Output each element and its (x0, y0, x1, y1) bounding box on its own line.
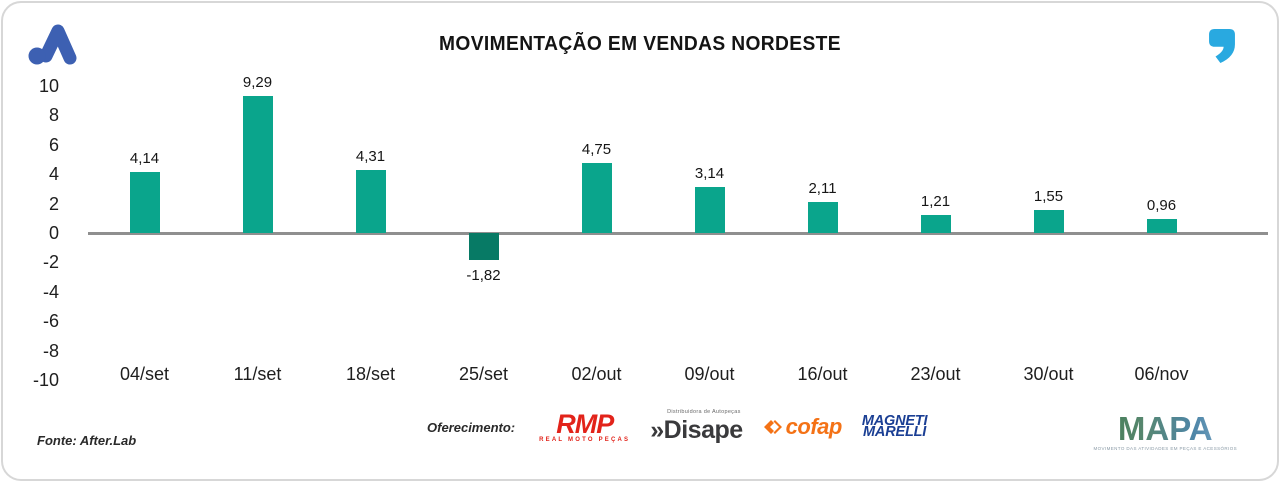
y-tick-label: 10 (38, 76, 59, 96)
bar (468, 233, 499, 260)
x-tick-label: 23/out (910, 364, 961, 384)
x-tick-label: 06/nov (1134, 364, 1189, 384)
bar (1033, 210, 1064, 233)
x-labels-row: 04/set 11/set 18/set 25/set 02/out 09/out 16/o… (88, 361, 1218, 387)
x-tick-label: 18/set (345, 364, 396, 384)
bar-value-label: 4,31 (355, 147, 386, 165)
bar-column: 4,75 (540, 86, 653, 380)
oferecimento-label: Oferecimento: (427, 419, 516, 435)
bar (581, 163, 612, 233)
bar (355, 169, 386, 233)
disape-logo: Distribuidora de Autopeças »Disape (650, 409, 743, 445)
bar-value-label: 1,21 (920, 193, 951, 211)
rmp-logo: RMP REAL MOTO PEÇAS (539, 409, 631, 444)
bar-value-label: 9,29 (242, 74, 273, 92)
bar-column: 1,21 (879, 86, 992, 380)
x-tick-label: 11/set (233, 364, 282, 384)
bars-row: 4,14 9,29 4,31 -1,82 4,75 3,14 2,11 1,21 1,55 0,9… (88, 74, 1218, 380)
bar-column: 3,14 (653, 86, 766, 380)
x-tick-label: 25/set (458, 364, 509, 384)
y-tick-label: 8 (48, 105, 59, 126)
disape-logo-supertext: Distribuidora de Autopeças (667, 409, 741, 415)
y-tick-label: -10 (32, 370, 59, 390)
x-tick-label: 30/out (1023, 364, 1074, 384)
bar-value-label: 4,14 (129, 150, 160, 168)
bar-column: 1,55 (992, 86, 1105, 380)
bar (242, 96, 273, 233)
x-tick-label: 04/set (119, 364, 170, 384)
disape-logo-text: »Disape (650, 416, 743, 445)
y-tick-label: 0 (48, 223, 59, 243)
quote-icon (1209, 29, 1235, 63)
bar (129, 172, 160, 233)
bar-value-label: 1,55 (1033, 188, 1064, 206)
bar (807, 201, 838, 233)
footer: Fonte: After.Lab Oferecimento: RMP REAL … (3, 399, 1277, 479)
bar (1146, 218, 1177, 233)
x-tick-label: 09/out (684, 364, 735, 384)
y-tick-label: -4 (42, 281, 59, 302)
rmp-logo-text: RMP (556, 409, 614, 439)
x-tick-label: 02/out (571, 364, 622, 384)
x-tick-label: 16/out (797, 364, 848, 384)
mapa-logo-text: MAPA (1093, 412, 1237, 445)
y-tick-label: -6 (42, 311, 59, 332)
source-label: Fonte: After.Lab (37, 433, 137, 448)
magneti-marelli-logo: MAGNETI MARELLI (861, 413, 928, 440)
bar (920, 215, 951, 233)
bar-column: 4,31 (314, 86, 427, 380)
bar-value-label: 0,96 (1146, 196, 1177, 214)
bar-column: 9,29 (201, 74, 314, 380)
afterlab-logo-icon (28, 24, 77, 65)
bar-column: 0,96 (1105, 86, 1218, 380)
mapa-logo-subtext: MOVIMENTO DAS ATIVIDADES EM PEÇAS E ACES… (1093, 446, 1237, 451)
disape-wordmark: Disape (663, 416, 743, 444)
bar-column: 4,14 (88, 86, 201, 380)
rmp-logo-subtext: REAL MOTO PEÇAS (539, 437, 631, 443)
y-tick-label: -8 (42, 340, 59, 361)
bar (694, 186, 725, 233)
bar-chart: 10 8 6 4 2 0 -2 -4 -6 -8 -10 4,14 9,29 4,31 -1,82 4,75… (3, 74, 1277, 390)
bar-column: 2,11 (766, 86, 879, 380)
magneti-marelli-line1: MAGNETI (861, 413, 928, 429)
cofap-logo-text: cofap (785, 414, 843, 439)
bar-value-label: 2,11 (808, 179, 837, 197)
y-tick-label: 6 (48, 134, 59, 155)
mapa-logo: MAPA MOVIMENTO DAS ATIVIDADES EM PEÇAS E… (1093, 412, 1237, 451)
cofap-icon (763, 420, 782, 434)
zero-axis-line (88, 232, 1268, 235)
cofap-logo: cofap (763, 414, 842, 440)
y-tick-label: 2 (48, 193, 59, 214)
disape-chevrons-icon: » (650, 416, 664, 444)
bar-value-label: 4,75 (581, 141, 612, 159)
y-tick-label: 4 (48, 164, 59, 185)
bar-value-label: -1,82 (466, 266, 501, 284)
magneti-marelli-line2: MARELLI (863, 424, 927, 440)
y-axis: 10 8 6 4 2 0 -2 -4 -6 -8 -10 (3, 76, 59, 390)
bar-value-label: 3,14 (694, 164, 725, 182)
chart-title: MOVIMENTAÇÃO EM VENDAS NORDESTE (439, 33, 841, 55)
sponsor-strip: Oferecimento: RMP REAL MOTO PEÇAS Distri… (427, 409, 928, 445)
bar-column: -1,82 (427, 86, 540, 380)
y-tick-label: -2 (42, 252, 59, 273)
